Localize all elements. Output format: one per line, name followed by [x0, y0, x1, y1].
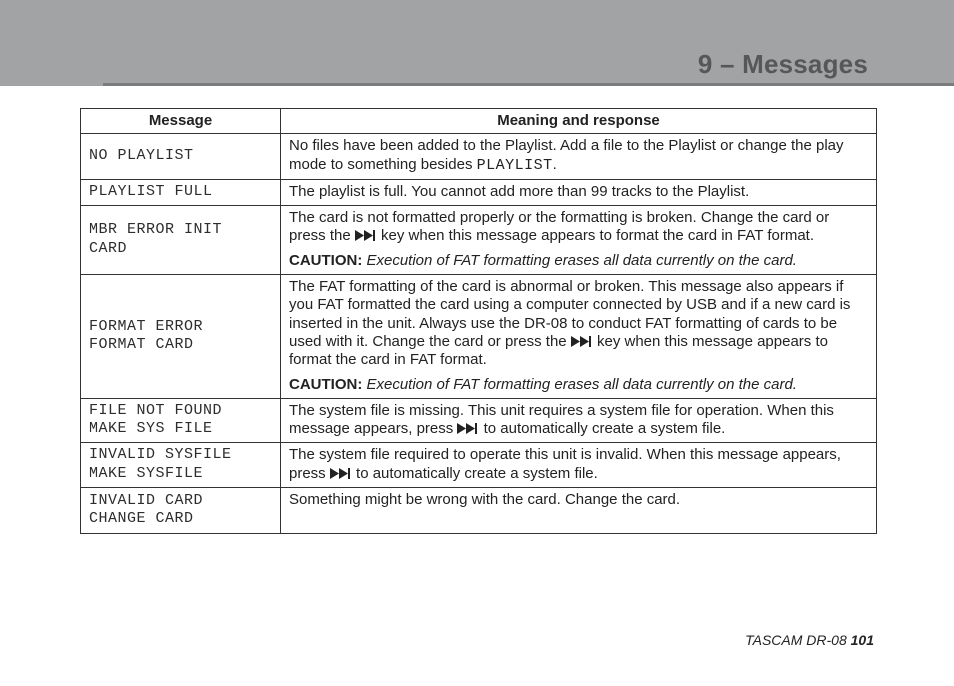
- footer-model: TASCAM DR-08: [745, 632, 847, 648]
- header-grey-top: [0, 0, 954, 46]
- meaning-text-post: key when this message appears to format …: [377, 227, 814, 244]
- title-bar: 9 – Messages: [103, 46, 954, 86]
- meaning-cell: No files have been added to the Playlist…: [281, 134, 877, 180]
- meaning-cell: The system file is missing. This unit re…: [281, 398, 877, 443]
- msg-cell: INVALID CARD CHANGE CARD: [81, 488, 281, 534]
- msg-cell: FILE NOT FOUND MAKE SYS FILE: [81, 398, 281, 443]
- fast-forward-icon: [457, 423, 479, 434]
- caution-label: CAUTION:: [289, 376, 362, 393]
- col-header-message: Message: [81, 109, 281, 134]
- meaning-text-post: .: [553, 156, 557, 173]
- table-header-row: Message Meaning and response: [81, 109, 877, 134]
- table-row: FILE NOT FOUND MAKE SYS FILE The system …: [81, 398, 877, 443]
- fast-forward-icon: [355, 230, 377, 241]
- caution-text: Execution of FAT formatting erases all d…: [362, 376, 797, 393]
- meaning-text-post: to automatically create a system file.: [352, 465, 598, 482]
- meaning-cell: The FAT formatting of the card is abnorm…: [281, 275, 877, 399]
- page-title: 9 – Messages: [698, 49, 868, 80]
- table-row: MBR ERROR INIT CARD The card is not form…: [81, 206, 877, 275]
- messages-table: Message Meaning and response NO PLAYLIST…: [80, 108, 877, 534]
- meaning-text-post: to automatically create a system file.: [479, 420, 725, 437]
- page-footer: TASCAM DR-08 101: [745, 632, 874, 648]
- meaning-cell: The system file required to operate this…: [281, 443, 877, 488]
- col-header-meaning: Meaning and response: [281, 109, 877, 134]
- msg-cell: NO PLAYLIST: [81, 134, 281, 180]
- meaning-cell: Something might be wrong with the card. …: [281, 488, 877, 534]
- table-row: NO PLAYLIST No files have been added to …: [81, 134, 877, 180]
- msg-cell: FORMAT ERROR FORMAT CARD: [81, 275, 281, 399]
- meaning-text: No files have been added to the Playlist…: [289, 137, 844, 172]
- caution-label: CAUTION:: [289, 252, 362, 269]
- table-row: INVALID CARD CHANGE CARD Something might…: [81, 488, 877, 534]
- table-row: INVALID SYSFILE MAKE SYSFILE The system …: [81, 443, 877, 488]
- mono-text: PLAYLIST: [477, 157, 553, 174]
- msg-cell: PLAYLIST FULL: [81, 179, 281, 205]
- table-row: FORMAT ERROR FORMAT CARD The FAT formatt…: [81, 275, 877, 399]
- header-grey-left: [0, 0, 103, 86]
- msg-cell: INVALID SYSFILE MAKE SYSFILE: [81, 443, 281, 488]
- fast-forward-icon: [330, 468, 352, 479]
- content-area: Message Meaning and response NO PLAYLIST…: [80, 108, 876, 534]
- caution-text: Execution of FAT formatting erases all d…: [362, 252, 797, 269]
- footer-page-number: 101: [851, 632, 874, 648]
- table-row: PLAYLIST FULL The playlist is full. You …: [81, 179, 877, 205]
- msg-cell: MBR ERROR INIT CARD: [81, 206, 281, 275]
- meaning-cell: The playlist is full. You cannot add mor…: [281, 179, 877, 205]
- fast-forward-icon: [571, 336, 593, 347]
- meaning-cell: The card is not formatted properly or th…: [281, 206, 877, 275]
